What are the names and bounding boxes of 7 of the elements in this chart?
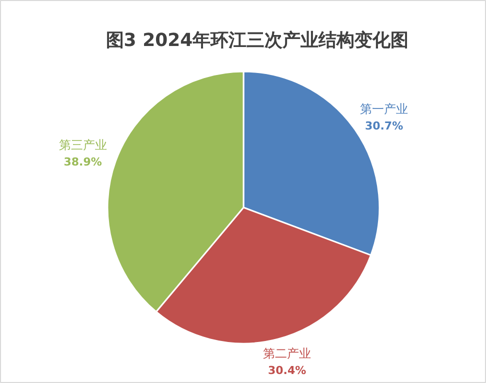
- slice-label: 第一产业: [360, 102, 408, 116]
- slice-label: 第三产业: [58, 138, 107, 152]
- slice-label: 第二产业: [263, 346, 312, 360]
- chart-title: 图3 2024年环江三次产业结构变化图: [106, 30, 409, 51]
- data-label: 30.7%: [364, 119, 404, 132]
- data-label: 30.4%: [268, 364, 306, 377]
- data-label: 38.9%: [64, 156, 102, 169]
